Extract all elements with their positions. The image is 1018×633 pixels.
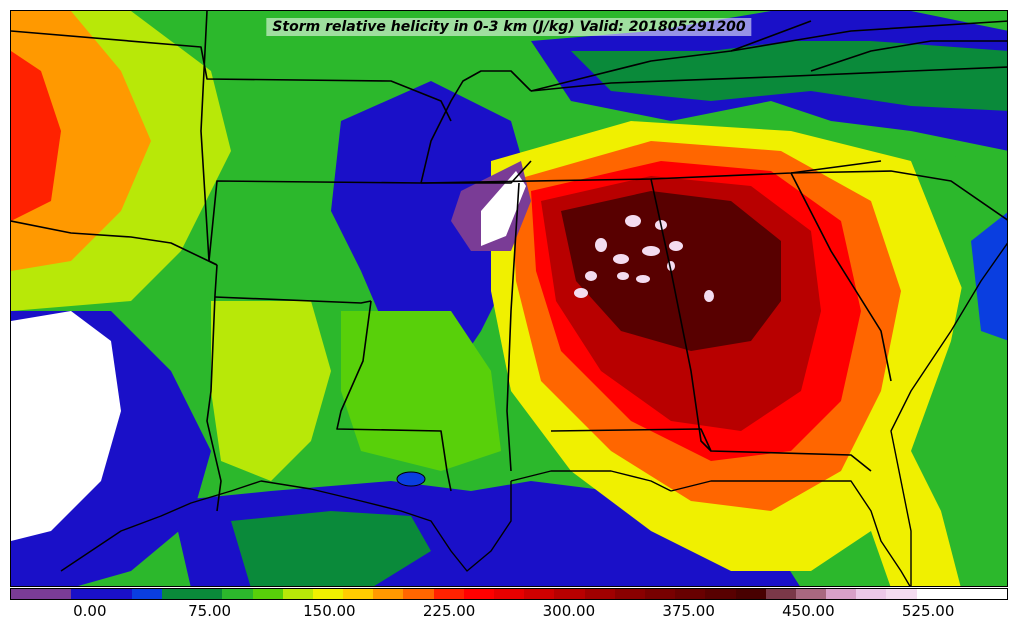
colorbar-swatch	[252, 589, 283, 599]
colorbar-swatch	[433, 589, 464, 599]
border-mississippi-river	[420, 70, 532, 184]
colorbar-swatch	[222, 589, 253, 599]
colorbar-swatch	[11, 589, 42, 599]
colorbar-swatch	[312, 589, 344, 599]
border-ms-al	[506, 182, 520, 472]
coast-louisiana	[260, 480, 512, 572]
colorbar-swatch	[735, 589, 766, 599]
colorbar-swatch	[192, 589, 223, 599]
field-core-patches	[574, 215, 714, 302]
colorbar-tick-label: 300.00	[542, 602, 596, 620]
colorbar-tick-label: 0.00	[73, 602, 107, 620]
colorbar-swatch	[795, 589, 827, 599]
colorbar-swatch	[131, 589, 162, 599]
colorbar-swatch	[765, 589, 796, 599]
field-fl-yellow	[861, 451, 961, 586]
coast-florida	[670, 480, 911, 586]
state-borders	[11, 11, 1007, 512]
colorbar-swatch	[705, 589, 736, 599]
colorbar-swatch	[71, 589, 102, 599]
coast-atlantic	[890, 242, 1007, 586]
border-tn-south	[420, 160, 882, 184]
field-nw-red	[11, 51, 61, 221]
field-southwest-white	[11, 311, 121, 541]
border-fl-panhandle	[550, 428, 872, 472]
colorbar-swatch	[101, 589, 132, 599]
coast-texas	[60, 480, 262, 572]
border-ga-sc	[790, 172, 892, 382]
field-nw-orange	[11, 11, 151, 271]
colorbar-swatch	[463, 589, 494, 599]
coastline	[60, 242, 1007, 586]
colorbar-swatch	[494, 589, 525, 599]
border-ok-tx	[11, 30, 452, 122]
colorbar-swatch	[584, 589, 615, 599]
colorbar-tick-label: 150.00	[303, 602, 356, 620]
border-al-ga	[650, 178, 712, 452]
field-gulf-green	[231, 511, 431, 586]
colorbar-swatch	[403, 589, 434, 599]
border-nc-sc	[790, 170, 1007, 221]
colorbar-tick-label: 225.00	[422, 602, 476, 620]
colorbar-swatch	[373, 589, 404, 599]
colorbar-swatch	[524, 589, 555, 599]
map-title: Storm relative helicity in 0-3 km (J/kg)…	[266, 18, 752, 36]
colorbar-swatch	[161, 589, 193, 599]
colorbar-labels: 0.00 75.00 150.00 225.00 300.00 375.00 450.00 5…	[10, 602, 1008, 624]
field-atl-blue	[971, 212, 1007, 341]
colorbar-swatch	[946, 589, 977, 599]
colorbar-swatch	[886, 589, 917, 599]
colorbar	[10, 588, 1008, 600]
colorbar-swatch	[826, 589, 857, 599]
colorbar-tick-label: 525.00	[901, 602, 955, 620]
colorbar-swatch	[977, 589, 1008, 599]
colorbar-swatch	[343, 589, 374, 599]
border-red-river	[11, 220, 218, 266]
border-ar-la	[214, 296, 372, 304]
field-ar-white	[481, 171, 526, 246]
border-la-ms	[336, 300, 452, 492]
colorbar-swatch	[554, 589, 585, 599]
colorbar-tick-label: 450.00	[782, 602, 835, 620]
colorbar-swatch	[644, 589, 676, 599]
colorbar-swatch	[282, 589, 313, 599]
border-va-nc	[810, 40, 1007, 72]
coast-ms-al	[510, 470, 672, 492]
border-wv	[730, 20, 1007, 52]
colorbar-swatch	[614, 589, 645, 599]
map-panel: Storm relative helicity in 0-3 km (J/kg)…	[10, 10, 1008, 587]
map-title-text: Storm relative helicity in 0-3 km (J/kg)…	[272, 19, 746, 35]
border-ohio-river	[530, 20, 812, 92]
colorbar-swatch	[856, 589, 887, 599]
colorbar-tick-label: 375.00	[662, 602, 715, 620]
border-ky-tn	[530, 66, 1007, 92]
lake-pontchartrain	[396, 471, 426, 487]
colorbar-swatch	[675, 589, 706, 599]
colorbar-swatch	[916, 589, 947, 599]
colorbar-swatch	[41, 589, 72, 599]
field-ms-green	[341, 311, 501, 471]
field-la-yellow	[211, 301, 331, 481]
colorbar-tick-label: 75.00	[188, 602, 232, 620]
border-tx-la	[206, 264, 222, 512]
helicity-map	[11, 11, 1007, 586]
